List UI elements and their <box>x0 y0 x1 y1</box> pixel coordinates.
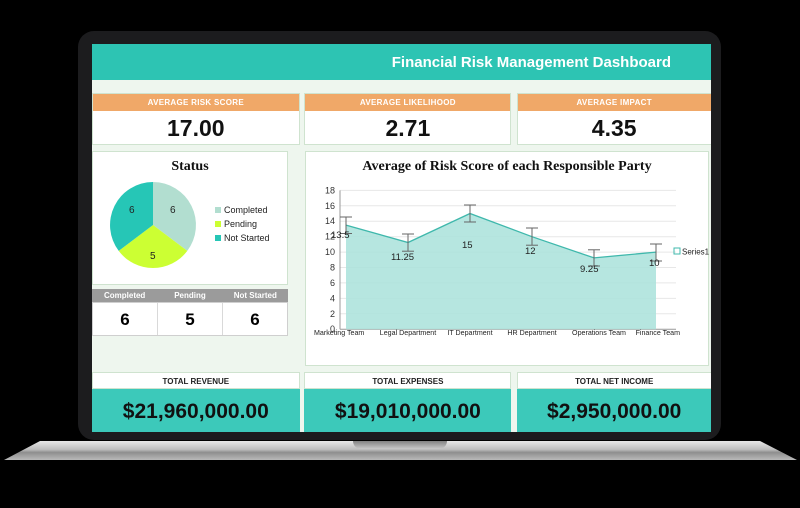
svg-text:12: 12 <box>525 246 536 257</box>
svg-text:Finance Team: Finance Team <box>636 329 681 337</box>
svg-text:IT Department: IT Department <box>447 329 492 337</box>
svg-text:11.25: 11.25 <box>391 252 414 263</box>
svg-text:14: 14 <box>325 216 335 226</box>
svg-text:Legal Department: Legal Department <box>380 329 436 337</box>
svg-text:9.25: 9.25 <box>580 264 599 275</box>
svg-text:18: 18 <box>325 185 335 195</box>
svg-text:6: 6 <box>129 205 135 216</box>
svg-text:Marketing Team: Marketing Team <box>314 329 364 337</box>
svg-text:HR Department: HR Department <box>507 329 556 337</box>
svg-text:8: 8 <box>330 263 335 273</box>
svg-text:Operations Team: Operations Team <box>572 329 626 337</box>
svg-text:10: 10 <box>325 247 335 257</box>
svg-text:6: 6 <box>330 278 335 288</box>
svg-text:15: 15 <box>462 240 473 251</box>
svg-text:6: 6 <box>170 205 176 216</box>
svg-text:4: 4 <box>330 293 335 303</box>
svg-text:13.5: 13.5 <box>331 230 350 241</box>
svg-text:10: 10 <box>649 258 660 269</box>
svg-text:Not Started: Not Started <box>224 233 270 243</box>
svg-text:5: 5 <box>150 251 156 262</box>
svg-text:2: 2 <box>330 309 335 319</box>
svg-text:16: 16 <box>325 201 335 211</box>
svg-text:Completed: Completed <box>224 205 268 215</box>
svg-text:Pending: Pending <box>224 219 257 229</box>
svg-text:Series1: Series1 <box>682 248 710 257</box>
